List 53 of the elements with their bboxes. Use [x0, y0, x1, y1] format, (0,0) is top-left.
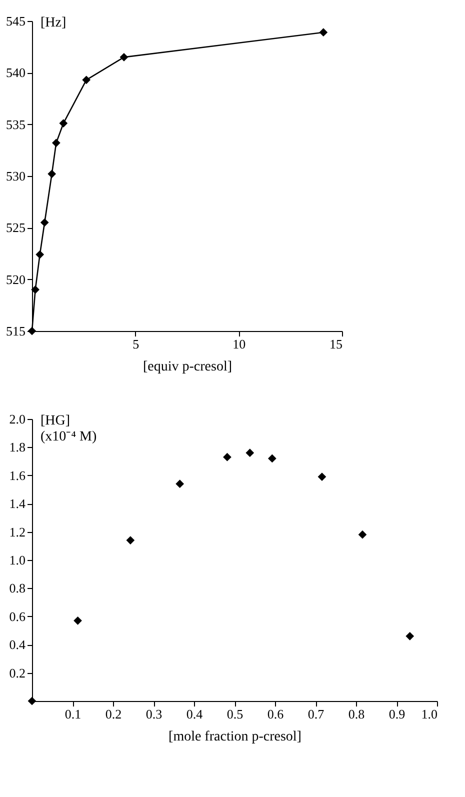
point: [48, 170, 56, 178]
y-tick-label: 0.8: [9, 580, 26, 596]
point: [28, 696, 36, 706]
point: [358, 530, 367, 539]
point: [319, 28, 328, 37]
point: [31, 285, 40, 294]
x-tick-label: 0.1: [64, 706, 82, 722]
x-axis-title: [mole fraction p-cresol]: [168, 730, 302, 744]
point: [52, 138, 60, 148]
x-tick-label: 0.6: [267, 706, 284, 722]
y-axis-title: [Hz]: [40, 16, 66, 30]
x-tick-label: 1.0: [421, 706, 438, 722]
y-tick-label: 540: [6, 65, 26, 80]
y-tick-label: 545: [6, 14, 26, 28]
point: [268, 454, 276, 463]
x-tick-label: 0.4: [186, 706, 204, 722]
x-tick-label: 0.7: [308, 706, 325, 722]
y-tick-label: 1.6: [9, 468, 26, 483]
y-axis-title: [HG] (x10⁻⁴ M): [40, 414, 97, 444]
x-tick-label: 0.5: [226, 706, 244, 722]
x-tick-label: 0.2: [105, 706, 122, 722]
x-tick-label: 15: [330, 336, 342, 352]
point: [223, 452, 232, 462]
x-tick-label: 0.9: [388, 706, 406, 722]
y-tick-label: 1.8: [9, 440, 26, 455]
x-tick-label: 5: [132, 336, 140, 352]
y-tick-label: 1.2: [9, 524, 26, 540]
point: [126, 536, 135, 544]
y-tick-label: 1.4: [9, 496, 26, 512]
point: [40, 218, 49, 227]
point: [318, 472, 326, 481]
y-tick-label: 520: [6, 272, 26, 287]
point: [120, 52, 128, 62]
x-tick-label: 0.8: [348, 706, 365, 722]
point: [176, 480, 184, 488]
y-tick-label: 530: [6, 168, 26, 184]
y-tick-label: 515: [6, 324, 26, 338]
point: [36, 250, 44, 259]
y-tick-label: 535: [6, 116, 26, 132]
x-tick-label: 0.3: [146, 706, 162, 722]
point: [246, 448, 254, 458]
y-tick-label: 2.0: [9, 412, 26, 426]
x-tick-label: 10: [232, 336, 246, 352]
x-axis-title: [equiv p-cresol]: [142, 360, 232, 374]
point: [82, 76, 91, 84]
point: [406, 632, 414, 640]
y-tick-label: 0.4: [9, 637, 26, 652]
y-tick-label: 0.2: [9, 665, 26, 680]
point: [59, 119, 68, 128]
y-tick-label: 1.0: [9, 552, 26, 568]
y-tick-label: 525: [6, 220, 26, 236]
point: [74, 616, 82, 625]
y-tick-label: 0.6: [9, 608, 26, 624]
